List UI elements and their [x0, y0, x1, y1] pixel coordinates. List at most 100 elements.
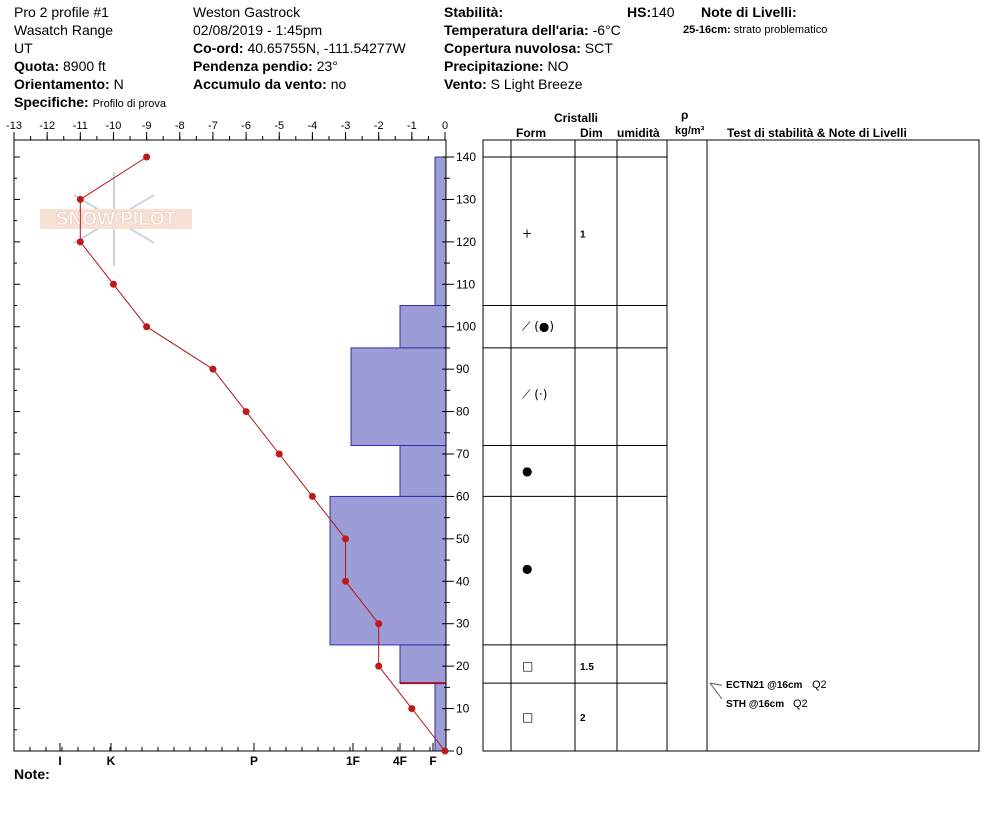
temperature-point — [143, 153, 151, 161]
slope-value: 23° — [316, 58, 338, 74]
hardness-label: 4F — [393, 754, 407, 768]
humidity-header: umidità — [617, 126, 660, 140]
hardness-label: P — [250, 754, 258, 768]
test-pointer-line — [709, 682, 723, 686]
temp-tick-label: -5 — [274, 120, 284, 132]
specifics-row: Specifiche: Profilo di prova — [14, 94, 166, 111]
sky-label: Copertura nuvolosa: — [444, 40, 581, 56]
crystals-header: Cristalli — [554, 111, 599, 125]
air-temp-value: -6°C — [592, 22, 621, 38]
height-tick-label: 90 — [456, 362, 470, 376]
wind-value: S Light Breeze — [490, 76, 583, 92]
watermark-text: SNOW PILOT — [56, 209, 177, 230]
wind-row: Vento: S Light Breeze — [444, 76, 583, 92]
specifics-label: Specifiche: — [14, 94, 89, 110]
height-tick-label: 110 — [456, 277, 475, 291]
hardness-layer — [434, 156, 447, 306]
temperature-line — [79, 156, 446, 752]
stability-test-name: ECTN21 @16cm — [726, 680, 803, 691]
stability-tests: ECTN21 @16cm Q2 STH @16cm Q2 — [709, 679, 827, 710]
temperature-point — [375, 662, 383, 670]
temperature-point — [242, 408, 250, 416]
temperature-point — [76, 195, 84, 203]
layer-notes-label: Note di Livelli: — [701, 4, 797, 20]
hs-value: 140 — [651, 4, 675, 20]
hs-label: HS: — [627, 4, 652, 20]
coords-value: 40.65755N, -111.54277W — [247, 40, 406, 56]
hardness-label: F — [429, 754, 436, 768]
temperature-point — [308, 492, 316, 500]
height-tick-label: 80 — [456, 405, 470, 419]
height-tick-label: 40 — [456, 574, 470, 588]
crystal-form: + — [522, 226, 532, 240]
sky-row: Copertura nuvolosa: SCT — [444, 40, 613, 56]
temperature-point — [408, 705, 416, 713]
height-tick-label: 100 — [456, 320, 476, 334]
profile-name: Pro 2 profile #1 — [14, 4, 109, 20]
temp-tick-label: -4 — [307, 120, 317, 132]
slope-row: Pendenza pendio: 23° — [193, 58, 338, 74]
elevation-value: 8900 ft — [63, 58, 106, 74]
temperature-point — [342, 577, 350, 585]
height-tick-label: 0 — [456, 744, 463, 758]
temperature-point — [209, 365, 217, 373]
stability-test-quality: Q2 — [812, 679, 827, 691]
temperature-point — [109, 280, 117, 288]
temp-tick-label: -8 — [175, 120, 185, 132]
hardness-layer — [350, 347, 447, 447]
temperature-point — [76, 238, 84, 246]
specifics-value: Profilo di prova — [92, 98, 166, 110]
temp-tick-label: -13 — [6, 120, 22, 132]
crystal-size: 1.5 — [580, 662, 594, 673]
layer-note-range: 25-16cm: — [683, 24, 731, 36]
crystal-form: □ — [522, 659, 533, 673]
temp-tick-label: -3 — [341, 120, 351, 132]
height-tick-label: 30 — [456, 617, 470, 631]
hardness-layers — [329, 156, 447, 752]
temperature-point — [375, 620, 383, 628]
stability-test-quality: Q2 — [793, 698, 808, 710]
range-name: Wasatch Range — [14, 22, 114, 38]
size-header: Dim — [580, 126, 603, 140]
test-pointer-line — [709, 682, 723, 700]
sky-value: SCT — [584, 40, 613, 56]
hardness-layer — [399, 305, 447, 349]
temp-tick-label: -7 — [208, 120, 218, 132]
hardness-layer — [329, 495, 447, 646]
temperature-profile — [76, 153, 449, 755]
note-label: Note: — [14, 766, 50, 782]
aspect-row: Orientamento: N — [14, 76, 124, 92]
crystal-form: ⟋ (●) — [522, 320, 554, 334]
crystal-size: 2 — [580, 713, 586, 724]
aspect-label: Orientamento: — [14, 76, 110, 92]
hardness-layer — [399, 644, 447, 684]
wind-loading-value: no — [330, 76, 347, 92]
aspect-value: N — [113, 76, 124, 92]
crystal-form: ⟋ (·) — [522, 388, 547, 402]
crystal-form: ● — [522, 464, 532, 478]
height-tick-label: 60 — [456, 489, 470, 503]
height-tick-label: 130 — [456, 192, 476, 206]
temperature-point — [275, 450, 283, 458]
height-tick-label: 120 — [456, 235, 476, 249]
temp-tick-label: -9 — [142, 120, 152, 132]
temperature-point — [441, 747, 449, 755]
form-header: Form — [516, 126, 546, 140]
precip-row: Precipitazione: NO — [444, 58, 568, 74]
layer-table: +1 ⟋ (●) ⟋ (·) ● ● □ 1.5 □ 2 — [482, 139, 980, 752]
coords-row: Co-ord: 40.65755N, -111.54277W — [193, 40, 406, 56]
air-temp-label: Temperatura dell'aria: — [444, 22, 589, 38]
wind-label: Vento: — [444, 76, 487, 92]
tests-header: Test di stabilità & Note di Livelli — [727, 126, 907, 140]
hardness-layer — [399, 445, 447, 497]
crystal-form: ● — [522, 562, 532, 576]
temperature-point — [143, 323, 151, 331]
elevation-row: Quota: 8900 ft — [14, 58, 106, 74]
temp-tick-label: -10 — [106, 120, 122, 132]
precip-label: Precipitazione: — [444, 58, 544, 74]
temp-tick-label: 0 — [442, 120, 448, 132]
snowpilot-watermark: SNOW PILOT — [40, 172, 192, 266]
layer-note-text: strato problematico — [733, 24, 828, 36]
temp-tick-label: -1 — [407, 120, 417, 132]
